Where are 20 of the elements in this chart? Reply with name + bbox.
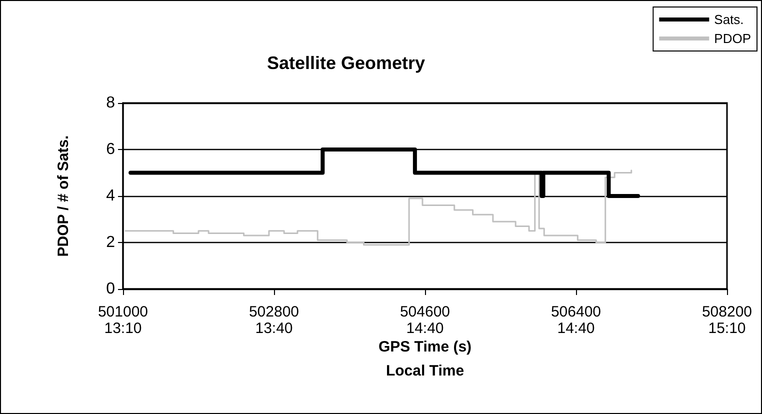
x-tick-label: 508200 <box>702 304 752 320</box>
x-tick-label: 502800 <box>248 304 300 320</box>
x-tick-label: 506400 <box>550 304 602 320</box>
legend-label: PDOP <box>714 31 751 46</box>
x-axis-title: GPS Time (s) Local Time <box>378 338 472 380</box>
y-tick-label: 0 <box>106 280 116 298</box>
text: 13:10 <box>104 320 142 337</box>
y-axis-title: PDOP / # of Sats. <box>55 135 72 257</box>
text: 14:40 <box>406 320 444 337</box>
text: 13:40 <box>255 320 293 337</box>
legend-label: Sats. <box>714 12 744 27</box>
text: 15:10 <box>708 320 746 337</box>
y-tick-label: 4 <box>106 188 116 204</box>
x-tick-label: 504600 <box>400 304 450 320</box>
x-tick-label: 501000 <box>98 304 148 320</box>
text: 14:40 <box>557 320 595 337</box>
y-tick-label: 8 <box>106 94 116 112</box>
y-tick-label: 6 <box>106 141 116 158</box>
chart-title: Satellite Geometry <box>266 53 426 73</box>
y-tick-label: 2 <box>106 234 116 251</box>
